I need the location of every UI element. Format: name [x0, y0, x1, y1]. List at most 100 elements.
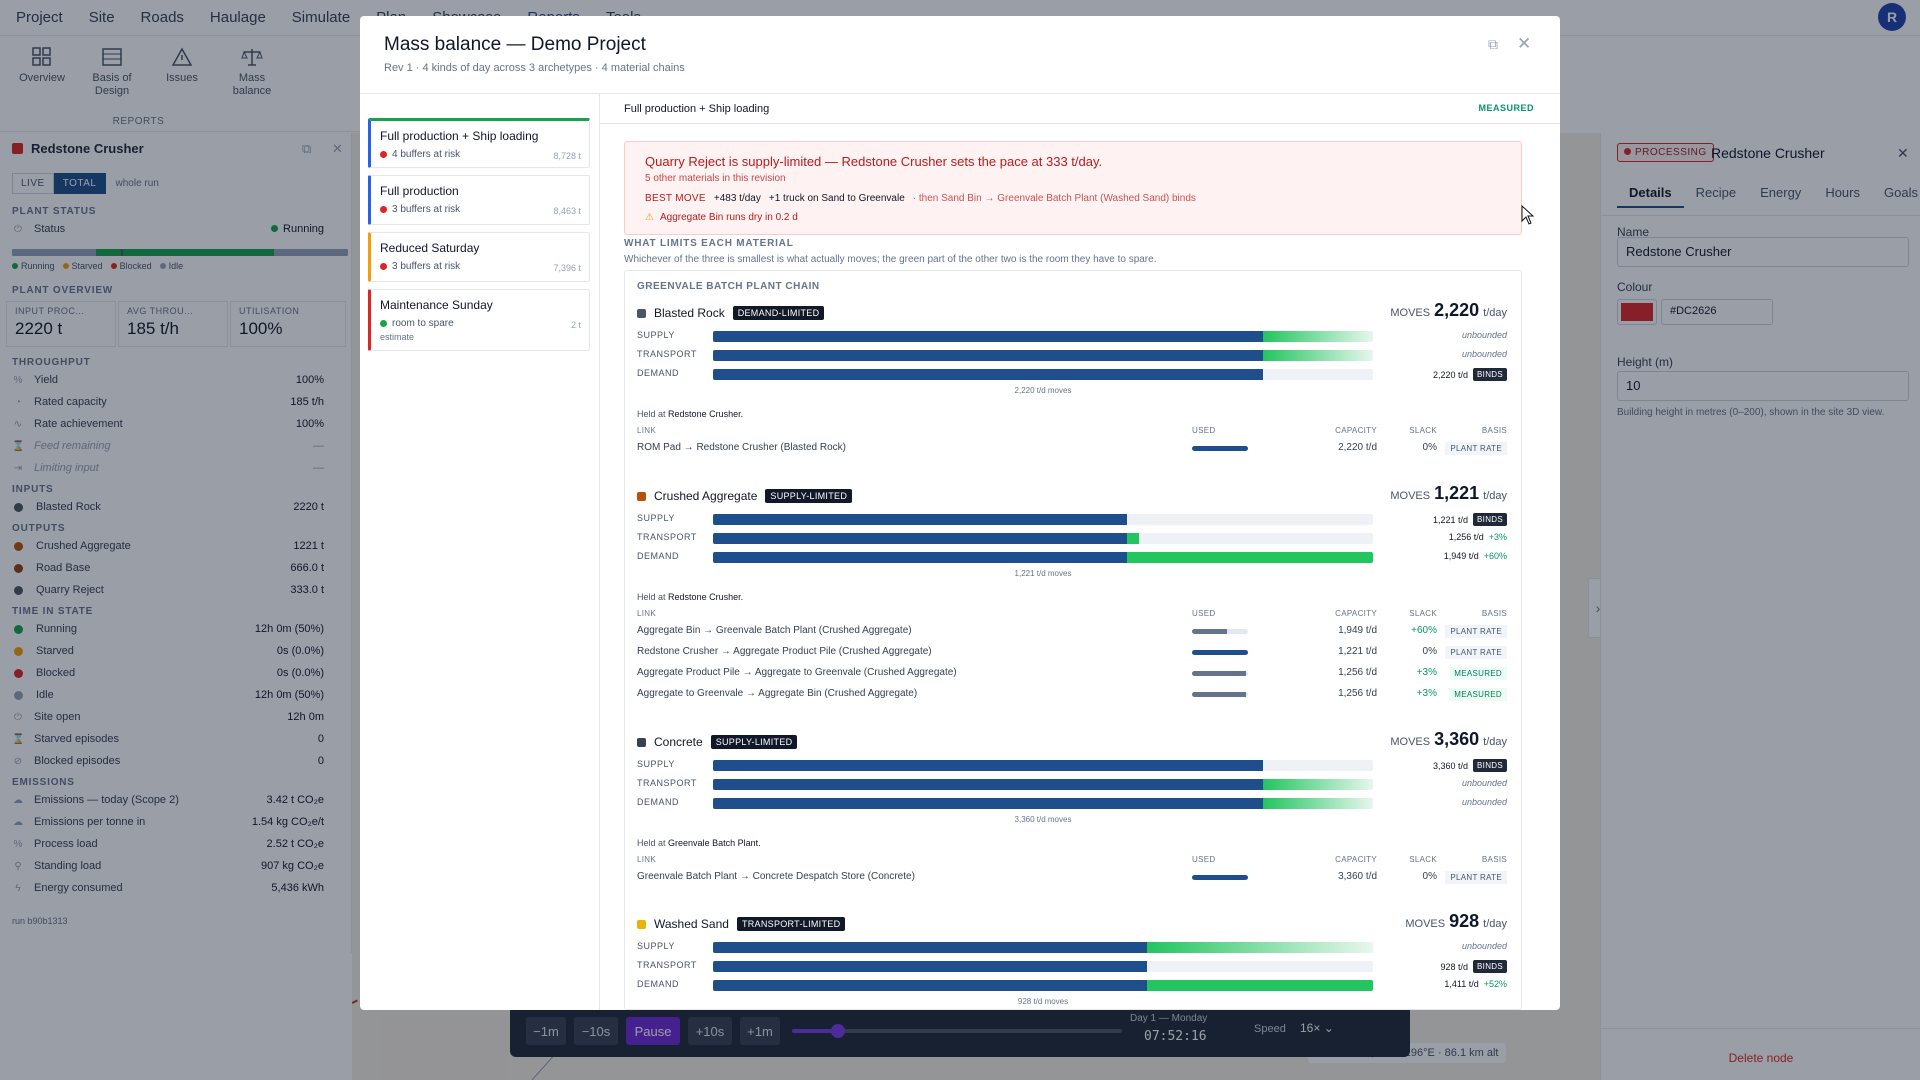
tab-details[interactable]: Details [1617, 179, 1684, 208]
name-input[interactable]: Redstone Crusher [1617, 237, 1909, 267]
hourglass-icon: ⌛ [12, 440, 25, 452]
timeline-slider[interactable] [792, 1024, 1122, 1038]
tab-energy[interactable]: Energy [1760, 185, 1802, 200]
close-icon[interactable]: ✕ [1897, 145, 1909, 161]
link-row[interactable]: Greenvale Batch Plant → Concrete Despatc… [637, 871, 1507, 887]
limit-row: TRANSPORT 928 t/d BINDS [637, 960, 1507, 973]
issues-button[interactable]: Issues [150, 44, 214, 85]
menu-simulate[interactable]: Simulate [291, 9, 351, 26]
scenario-card[interactable]: Maintenance Sunday room to spare estimat… [368, 289, 590, 351]
pause-button[interactable]: Pause [626, 1017, 680, 1045]
speed-select[interactable]: 16× ⌄ [1300, 1021, 1334, 1035]
col-used: USED [1192, 855, 1216, 864]
colour-swatch[interactable] [1617, 299, 1657, 325]
total-toggle[interactable]: TOTAL [53, 173, 106, 194]
overview-input: INPUT PROC... 2220 t [6, 301, 116, 347]
back-1m-button[interactable]: −1m [526, 1017, 566, 1045]
used-bar-fill [1192, 692, 1247, 697]
menu-project[interactable]: Project [16, 9, 63, 26]
height-label: Height (m) [1617, 355, 1674, 369]
time-row: Starved 0s (0.0%) [12, 642, 324, 660]
seg-note: whole run [115, 178, 159, 189]
popout-icon[interactable]: ⧉ [302, 141, 312, 156]
tab-recipe[interactable]: Recipe [1695, 185, 1737, 200]
input-material-value: 2220 t [293, 501, 324, 513]
row-value-text: 1,411 t/d [1444, 979, 1479, 989]
bar-used [713, 961, 1148, 972]
scenario-status-text: 3 buffers at risk [392, 204, 461, 215]
legend-running: Running [12, 261, 55, 271]
close-icon[interactable]: ✕ [1517, 34, 1532, 53]
scales-icon [241, 49, 263, 66]
feed-remaining-row: ⌛ Feed remaining — [12, 437, 324, 455]
best-move-action[interactable]: +1 truck on Sand to Greenvale [768, 193, 905, 204]
back-10s-button[interactable]: −10s [574, 1017, 618, 1045]
used-bar-fill [1192, 671, 1247, 676]
mass-balance-button[interactable]: Mass balance [220, 44, 284, 98]
limit-row-label: SUPPLY [637, 513, 675, 523]
delete-node-button[interactable]: Delete node [1728, 1051, 1794, 1065]
link-row[interactable]: ROM Pad → Redstone Crusher (Blasted Rock… [637, 442, 1507, 458]
mass-balance-modal: Mass balance — Demo Project Rev 1 · 4 ki… [360, 16, 1560, 1010]
user-avatar[interactable]: R [1878, 3, 1906, 31]
binds-badge: BINDS [1473, 513, 1507, 526]
link-table-header: LINK USED CAPACITY SLACK BASIS [637, 426, 1507, 435]
moves-caption: 3,360 t/d moves [1014, 815, 1072, 824]
link-row[interactable]: Aggregate Bin → Greenvale Batch Plant (C… [637, 625, 1507, 641]
bar-used [713, 980, 1148, 991]
used-bar [1192, 446, 1248, 451]
scenario-card[interactable]: Full production + Ship loading 4 buffers… [368, 118, 590, 168]
limit-bar [713, 369, 1373, 380]
menu-site[interactable]: Site [88, 9, 115, 26]
menu-roads[interactable]: Roads [140, 9, 184, 26]
warning-icon: ⚠ [645, 212, 654, 223]
fwd-1m-button[interactable]: +1m [740, 1017, 780, 1045]
scenario-card[interactable]: Reduced Saturday 3 buffers at risk 7,396… [368, 232, 590, 282]
power-icon: ⏻ [14, 711, 22, 723]
moves-label: MOVES [1390, 490, 1431, 502]
overview-button[interactable]: Overview [10, 44, 74, 85]
link-basis: PLANT RATE [1445, 871, 1507, 884]
limit-row-label: SUPPLY [637, 941, 675, 951]
live-toggle[interactable]: LIVE [12, 173, 54, 194]
chain-card: GREENVALE BATCH PLANT CHAIN Blasted Rock… [624, 270, 1522, 1010]
footer-divider [1601, 1028, 1920, 1029]
moves-caption: 1,221 t/d moves [1014, 569, 1072, 578]
timeline-handle[interactable] [831, 1024, 846, 1038]
held-prefix: Held at [637, 838, 666, 848]
scenario-card[interactable]: Full production 3 buffers at risk 8,463 … [368, 175, 590, 225]
link-row[interactable]: Aggregate to Greenvale → Aggregate Bin (… [637, 688, 1507, 704]
basis-of-design-button[interactable]: Basis of Design [80, 44, 144, 98]
moves-unit: t/day [1483, 918, 1507, 930]
feed-remaining-value: — [313, 440, 324, 452]
copy-icon[interactable]: ⧉ [1488, 36, 1498, 52]
bar-used [713, 331, 1263, 342]
modal-subtitle: Rev 1 · 4 kinds of day across 3 archetyp… [384, 62, 685, 74]
output-label: Quarry Reject [36, 584, 104, 596]
limit-row: TRANSPORT unbounded [637, 778, 1507, 790]
output-value: 333.0 t [290, 584, 324, 596]
used-bar-fill [1192, 629, 1228, 634]
menu-haulage[interactable]: Haulage [209, 9, 266, 26]
alert-warning: ⚠ Aggregate Bin runs dry in 0.2 d [645, 212, 798, 223]
colour-hex-input[interactable]: #DC2626 [1661, 299, 1773, 325]
scenario-status: room to spare [380, 318, 580, 329]
close-icon[interactable]: ✕ [332, 141, 343, 156]
link-name: Aggregate to Greenvale → Aggregate Bin (… [637, 688, 918, 699]
material-title: Crushed Aggregate SUPPLY-LIMITED [637, 489, 853, 503]
emission-row: ☁ Emissions per tonne in 1.54 kg CO₂e/t [12, 813, 324, 831]
panel-title: Redstone Crusher [12, 141, 144, 156]
height-input[interactable]: 10 [1617, 371, 1909, 401]
link-row[interactable]: Redstone Crusher → Aggregate Product Pil… [637, 646, 1507, 662]
fwd-10s-button[interactable]: +10s [688, 1017, 732, 1045]
limit-row: DEMAND 1,949 t/d +60% [637, 551, 1507, 563]
scenario-status: 3 buffers at risk [380, 204, 580, 215]
link-row[interactable]: Aggregate Product Pile → Aggregate to Gr… [637, 667, 1507, 683]
tab-hours[interactable]: Hours [1825, 185, 1860, 200]
tab-goals[interactable]: Goals [1884, 185, 1918, 200]
hourglass-icon: ⌛ [12, 733, 25, 745]
col-basis: BASIS [1481, 609, 1507, 618]
outputs-heading: OUTPUTS [12, 523, 66, 534]
best-move: BEST MOVE +483 t/day +1 truck on Sand to… [645, 193, 1196, 204]
material-swatch [637, 491, 646, 501]
